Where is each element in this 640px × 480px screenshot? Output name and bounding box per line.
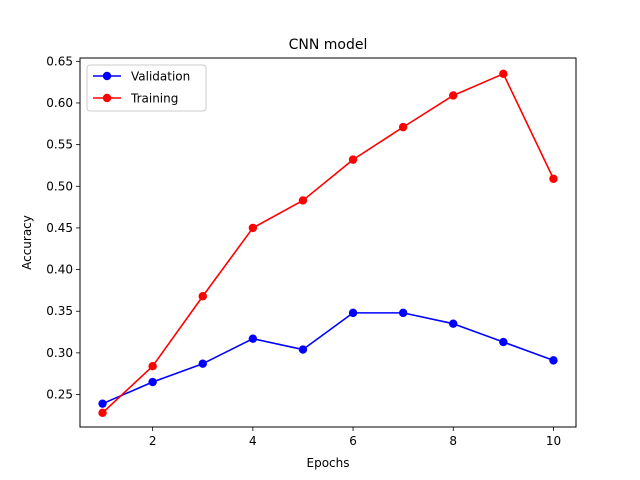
y-tick-label: 0.25 bbox=[46, 388, 73, 402]
x-axis-label: Epochs bbox=[307, 456, 350, 470]
y-tick-label: 0.30 bbox=[46, 346, 73, 360]
y-tick-label: 0.60 bbox=[46, 96, 73, 110]
validation-line bbox=[102, 312, 554, 405]
training-point bbox=[148, 361, 157, 371]
validation-point bbox=[549, 356, 558, 365]
training-point bbox=[449, 91, 458, 100]
training-line bbox=[102, 73, 555, 414]
y-tick-label: 0.55 bbox=[46, 138, 73, 152]
validation-point bbox=[398, 308, 408, 318]
validation-point bbox=[499, 337, 508, 347]
y-tick-label: 0.50 bbox=[46, 179, 73, 193]
validation-point bbox=[148, 377, 157, 387]
validation-point bbox=[198, 359, 207, 368]
training-point bbox=[198, 292, 207, 301]
x-tick-label: 6 bbox=[349, 434, 357, 448]
training-point bbox=[348, 155, 358, 164]
y-axis-label: Accuracy bbox=[20, 215, 34, 270]
validation-point bbox=[348, 308, 358, 318]
y-tick-label: 0.45 bbox=[46, 221, 73, 235]
legend-training-label: Training bbox=[130, 92, 178, 106]
x-axis: 2 4 6 8 10 bbox=[149, 427, 561, 448]
legend-validation-marker bbox=[102, 71, 112, 81]
x-tick-label: 10 bbox=[546, 434, 561, 448]
validation-point bbox=[298, 345, 308, 354]
training-point bbox=[398, 122, 408, 132]
y-tick-label: 0.35 bbox=[46, 304, 73, 318]
y-axis: 0.25 0.30 0.35 0.40 0.45 0.50 0.55 0.60 0.65 bbox=[46, 54, 80, 402]
training-point bbox=[248, 223, 258, 233]
x-tick-label: 4 bbox=[249, 434, 257, 448]
plot-frame bbox=[79, 57, 577, 428]
y-tick-label: 0.65 bbox=[46, 54, 73, 68]
validation-point bbox=[248, 334, 258, 343]
training-point bbox=[298, 196, 308, 205]
training-point bbox=[98, 408, 107, 418]
series-layer bbox=[98, 69, 558, 418]
validation-point bbox=[449, 319, 458, 328]
x-tick-label: 2 bbox=[149, 434, 157, 448]
training-point bbox=[499, 69, 508, 79]
legend-validation-label: Validation bbox=[131, 70, 190, 84]
training-point bbox=[549, 174, 558, 183]
legend-training-marker bbox=[102, 93, 112, 103]
y-tick-label: 0.40 bbox=[46, 263, 73, 277]
validation-point bbox=[98, 399, 107, 408]
x-tick-label: 8 bbox=[449, 434, 457, 448]
chart-title: CNN model bbox=[289, 37, 368, 53]
legend: Validation Training bbox=[86, 64, 207, 112]
